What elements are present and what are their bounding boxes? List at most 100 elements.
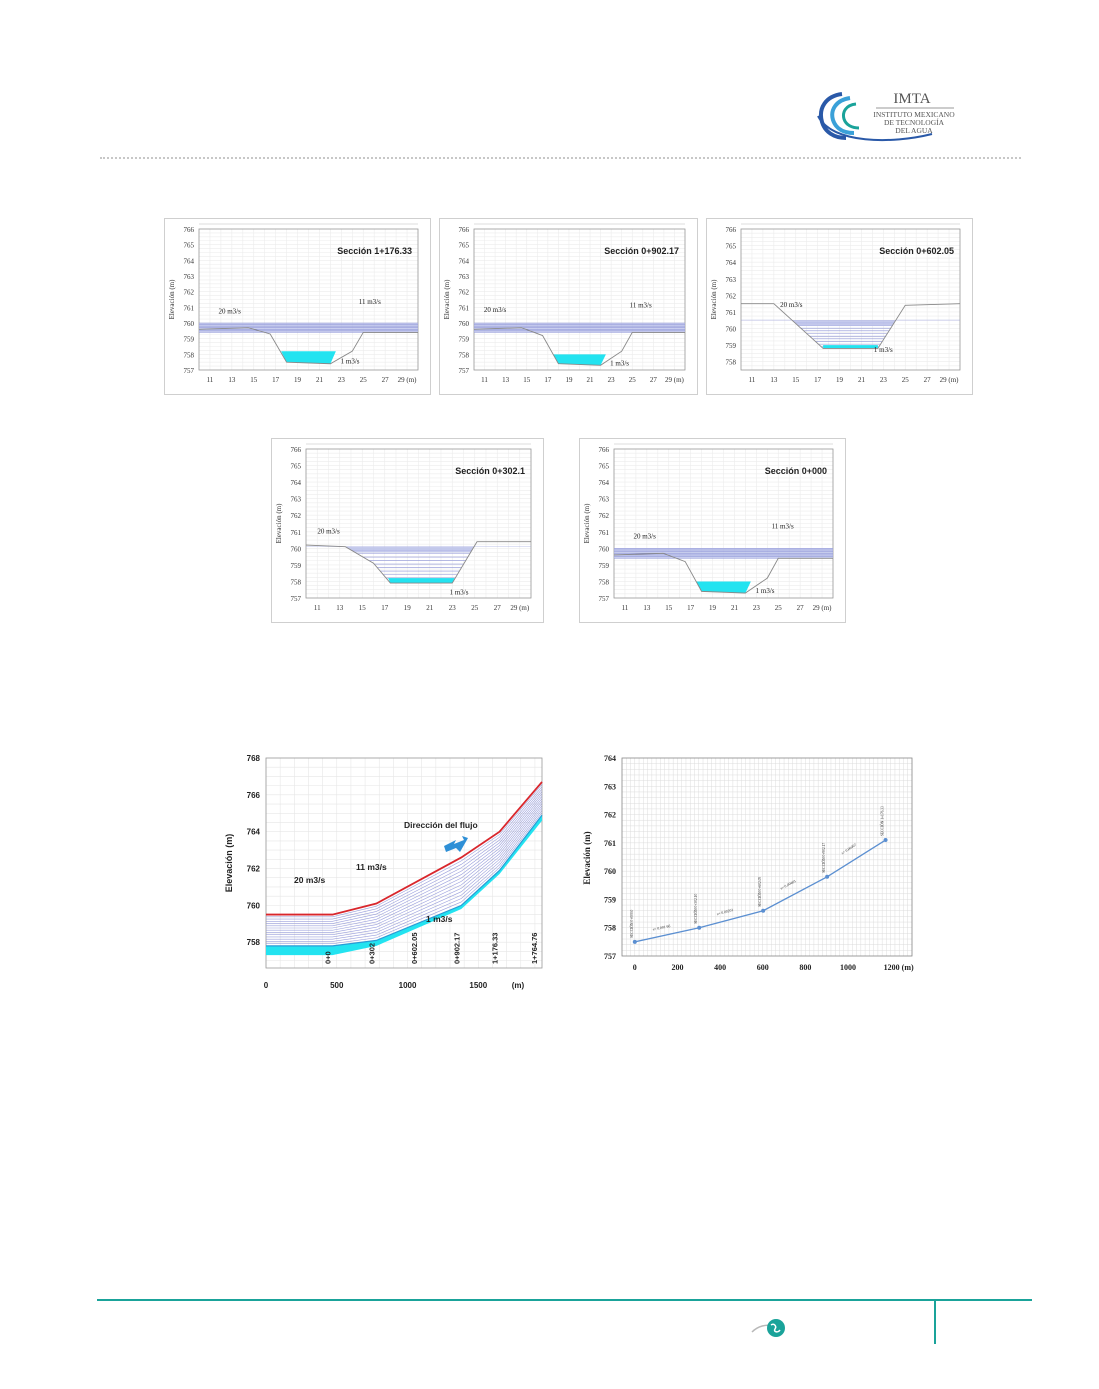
y-tick-label: 758 — [599, 578, 610, 586]
slope-label: s= 0.00467 — [841, 843, 858, 855]
y-tick-label: 763 — [459, 273, 470, 281]
y-tick-label: 759 — [459, 336, 470, 344]
flow-profile-line — [266, 800, 543, 933]
x-tick-label: 21 — [426, 604, 434, 612]
y-tick-label: 765 — [459, 242, 470, 250]
y-tick-label: 759 — [604, 895, 616, 904]
label-1-m3s: 1 m3/s — [426, 914, 453, 924]
x-tick-label: 15 — [792, 376, 800, 384]
x-tick-label: 11 — [314, 604, 321, 612]
slope-label: s= 0.001 66 — [652, 924, 670, 932]
flow-profile-line — [266, 793, 543, 927]
x-tick-label: 11 — [207, 376, 214, 384]
flow-annotation: 1 m3/s — [341, 358, 360, 366]
flow-band-20 — [741, 320, 960, 327]
bed-slope-point — [761, 908, 766, 913]
x-tick-label: 25 — [360, 376, 368, 384]
y-tick-label: 760 — [247, 901, 261, 910]
x-tick-label: 13 — [228, 376, 236, 384]
y-tick-label: 765 — [726, 243, 737, 251]
flow-profile-line — [266, 786, 543, 920]
x-tick-label: 23 — [753, 604, 761, 612]
x-tick-label: 27 — [650, 376, 658, 384]
logo-subtitle-1: INSTITUTO MEXICANO — [873, 110, 955, 119]
x-tick-label: 29 (m) — [940, 376, 960, 384]
x-tick-label: 15 — [359, 604, 367, 612]
y-tick-label: 758 — [726, 359, 737, 367]
y-axis-label: Elevación (m) — [275, 503, 283, 544]
y-tick-label: 758 — [247, 938, 261, 947]
bed-slope-point — [697, 925, 702, 930]
y-tick-label: 757 — [459, 367, 470, 375]
flow-annotation: 20 m3/s — [218, 308, 241, 316]
y-tick-label: 763 — [604, 782, 616, 791]
section-label: 0+602.05 — [410, 933, 419, 965]
x-tick-label: 0 — [633, 963, 637, 972]
header-divider — [100, 157, 1021, 159]
y-tick-label: 764 — [291, 479, 302, 487]
y-tick-label: 763 — [726, 276, 737, 284]
flow-annotation: 1 m3/s — [756, 587, 775, 595]
water-1-m3s — [388, 578, 455, 584]
x-tick-label: 19 — [294, 376, 302, 384]
x-tick-label: 19 — [404, 604, 412, 612]
y-tick-label: 762 — [726, 292, 737, 300]
flow-profile-line — [266, 807, 543, 940]
section-label: 1+176.33 — [491, 933, 500, 965]
footer-tick — [934, 1300, 936, 1344]
y-tick-label: 760 — [184, 320, 195, 328]
y-tick-label: 766 — [291, 446, 302, 454]
logo-subtitle-3: DEL AGUA — [895, 126, 933, 135]
flow-band-20 — [306, 546, 531, 553]
x-tick-label: 25 — [629, 376, 637, 384]
flow-annotation: 11 m3/s — [630, 301, 652, 309]
x-tick-label: 11 — [749, 376, 756, 384]
plot-frame — [740, 228, 961, 371]
ground-profile — [741, 303, 961, 349]
section-point-label: SECCIÓN 0+602.05 — [757, 877, 762, 907]
y-tick-label: 762 — [459, 289, 470, 297]
y-tick-label: 758 — [184, 351, 195, 359]
ground-profile — [473, 327, 685, 366]
x-tick-label: 11 — [622, 604, 629, 612]
y-tick-label: 763 — [291, 496, 302, 504]
flow-profile-line — [266, 795, 543, 929]
cross-section-chart-3: 758 759 760 761 762 763 764 765 766 11 13 15 17 19 21 2… — [706, 218, 973, 395]
section-title: Sección 0+302.1 — [455, 466, 525, 476]
y-tick-label: 763 — [599, 496, 610, 504]
section-point-label: SECCIÓN 0+000.0 — [629, 909, 634, 937]
footer-divider — [97, 1299, 1032, 1301]
y-axis-label: Elevación (m) — [443, 279, 451, 320]
y-tick-label: 760 — [599, 545, 610, 553]
x-tick-label: 27 — [924, 376, 932, 384]
flow-annotation: 1 m3/s — [450, 589, 469, 597]
y-tick-label: 766 — [726, 226, 737, 234]
series-20-m3s — [266, 781, 543, 916]
y-tick-label: 757 — [599, 595, 610, 603]
water-1-m3s — [281, 351, 336, 364]
y-tick-label: 761 — [604, 839, 616, 848]
section-label: 1+764.76 — [530, 933, 539, 965]
y-tick-label: 766 — [184, 226, 195, 234]
bed-slope-chart: SECCIÓN 0+000.0 SECCIÓN 0+302.10 SECCIÓN 0… — [578, 748, 918, 986]
label-20-m3s: 20 m3/s — [294, 875, 325, 885]
plot-frame — [265, 757, 543, 969]
plot-frame — [621, 757, 913, 957]
y-tick-label: 757 — [604, 952, 616, 961]
flow-profile-line — [266, 810, 543, 942]
x-tick-label: 15 — [523, 376, 531, 384]
x-tick-label: 17 — [544, 376, 552, 384]
x-tick-label: 27 — [382, 376, 390, 384]
x-tick-label: 27 — [797, 604, 805, 612]
bed-slope-point — [883, 838, 888, 843]
y-tick-label: 760 — [459, 320, 470, 328]
y-tick-label: 766 — [599, 446, 610, 454]
x-tick-label: 800 — [799, 963, 811, 972]
x-tick-label: 1000 — [840, 963, 856, 972]
y-tick-label: 759 — [184, 336, 195, 344]
flow-annotation: 11 m3/s — [359, 298, 381, 306]
y-tick-label: 762 — [247, 865, 261, 874]
y-tick-label: 761 — [459, 304, 470, 312]
section-title: Sección 0+602.05 — [879, 246, 954, 256]
x-tick-label: 15 — [250, 376, 258, 384]
